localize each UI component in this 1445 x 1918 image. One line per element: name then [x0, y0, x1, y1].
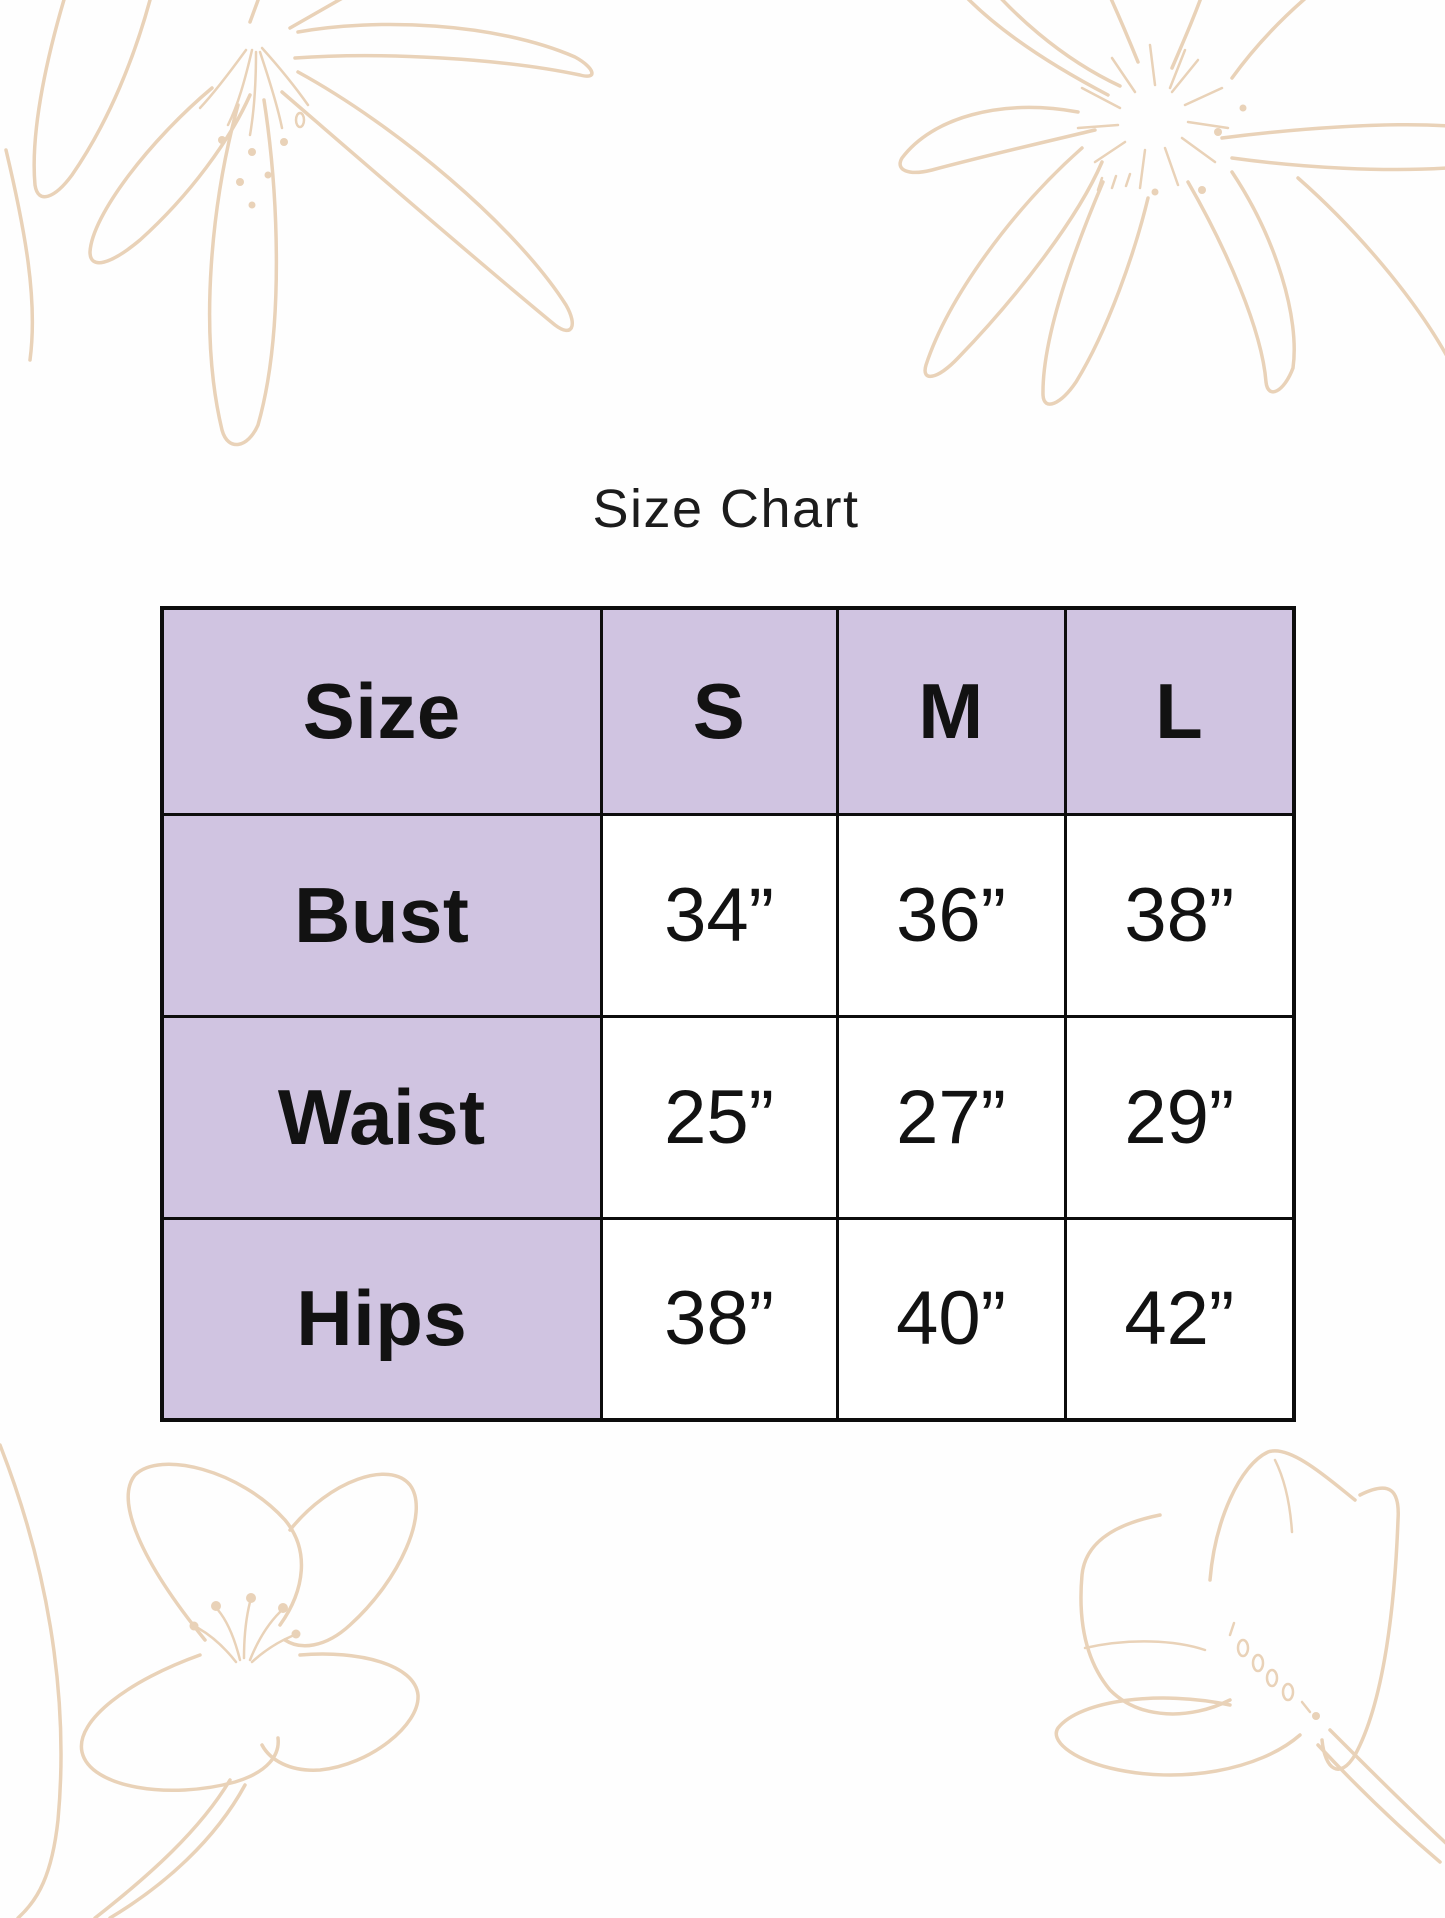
flower-top-right-icon — [898, 0, 1445, 406]
table-row-waist: Waist 25” 27” 29” — [160, 1014, 1296, 1220]
table-row-bust: Bust 34” 36” 38” — [160, 812, 1296, 1018]
cell-bust-l: 38” — [1063, 812, 1296, 1018]
row-label-bust: Bust — [160, 812, 603, 1018]
column-header-m: M — [835, 606, 1067, 816]
flower-bottom-left-icon — [0, 1443, 420, 1918]
cell-waist-m: 27” — [835, 1014, 1067, 1220]
cell-hips-s: 38” — [599, 1216, 839, 1422]
column-header-s: S — [599, 606, 839, 816]
column-header-size: Size — [160, 606, 603, 816]
cell-waist-l: 29” — [1063, 1014, 1296, 1220]
cell-hips-m: 40” — [835, 1216, 1067, 1422]
column-header-l: L — [1063, 606, 1296, 816]
header-row: Size S M L — [160, 606, 1296, 816]
size-chart-table: Size S M L Bust 34” 36” 38” Waist 25” 27… — [160, 606, 1296, 1422]
cell-hips-l: 42” — [1063, 1216, 1296, 1422]
cell-bust-s: 34” — [599, 812, 839, 1018]
row-label-hips: Hips — [160, 1216, 603, 1422]
row-label-waist: Waist — [160, 1014, 603, 1220]
flower-top-left-icon — [4, 0, 594, 447]
cell-bust-m: 36” — [835, 812, 1067, 1018]
cell-waist-s: 25” — [599, 1014, 839, 1220]
table-row-hips: Hips 38” 40” 42” — [160, 1216, 1296, 1422]
page-title: Size Chart — [592, 479, 860, 539]
flower-bottom-right-icon — [1054, 1449, 1445, 1864]
